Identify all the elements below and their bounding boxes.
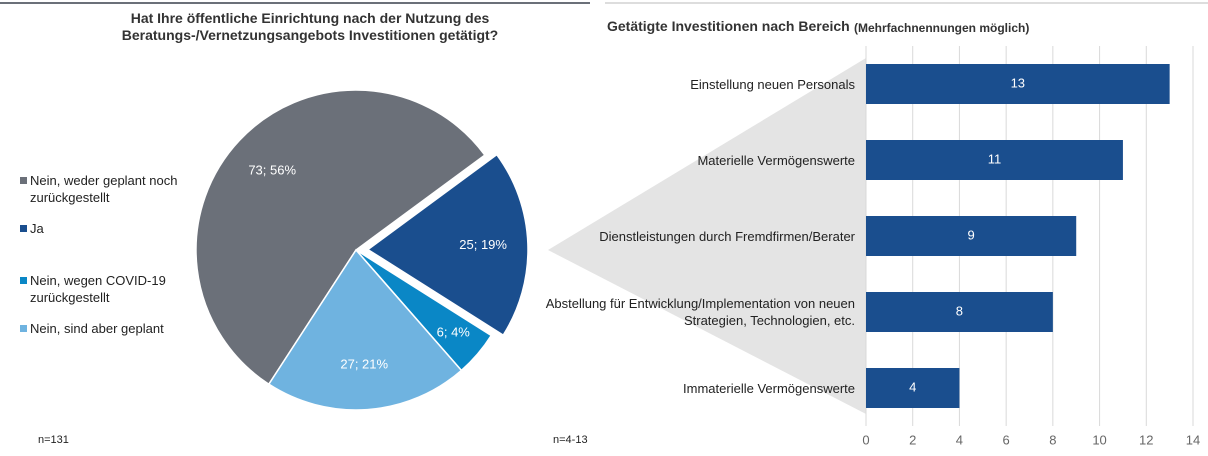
bar xyxy=(866,216,1077,256)
data-label: 8 xyxy=(956,303,963,318)
data-label: 6; 4% xyxy=(437,325,471,340)
category-label: Materielle Vermögenswerte xyxy=(697,152,855,168)
data-label: 4 xyxy=(909,379,916,394)
x-tick-label: 6 xyxy=(1003,432,1010,447)
legend-label: Ja xyxy=(30,221,44,236)
data-label: 11 xyxy=(988,151,1002,166)
data-label: 9 xyxy=(967,227,974,242)
pie-slice xyxy=(267,248,463,411)
bar xyxy=(866,64,1170,104)
annotation: n=131 xyxy=(38,434,69,446)
legend-label: Nein, weder geplant noch zurückgestellt xyxy=(30,173,178,205)
x-tick-label: 10 xyxy=(1092,432,1106,447)
legend-swatch xyxy=(20,277,27,284)
x-tick-label: 8 xyxy=(1049,432,1056,447)
x-tick-label: 4 xyxy=(956,432,963,447)
x-tick-label: 12 xyxy=(1139,432,1153,447)
category-label: Abstellung für Entwicklung/Implementatio… xyxy=(545,296,855,328)
pie-slice xyxy=(366,153,529,337)
bar xyxy=(866,292,1053,332)
category-label: Einstellung neuen Personals xyxy=(690,76,855,92)
data-label: 25; 19% xyxy=(459,237,507,252)
data-label: 27; 21% xyxy=(340,356,388,371)
legend-swatch xyxy=(20,325,27,332)
connector xyxy=(548,58,866,414)
chart-title: Hat Ihre öffentliche Einrichtung nach de… xyxy=(121,10,499,43)
data-label: 73; 56% xyxy=(248,162,296,177)
category-label: Immaterielle Vermögenswerte xyxy=(683,380,855,396)
legend-label: Nein, sind aber geplant xyxy=(30,321,164,336)
x-tick-label: 2 xyxy=(909,432,916,447)
chart-title: Getätigte Investitionen nach Bereich xyxy=(607,18,850,34)
bar xyxy=(866,368,960,408)
legend-label: Nein, wegen COVID-19 zurückgestellt xyxy=(30,273,166,305)
x-tick-label: 14 xyxy=(1186,432,1200,447)
bar xyxy=(866,140,1123,180)
legend-swatch xyxy=(20,225,27,232)
data-label: 13 xyxy=(1011,75,1025,90)
x-tick-label: 0 xyxy=(862,432,869,447)
annotation: n=4-13 xyxy=(553,434,588,446)
pie-slice xyxy=(195,89,486,386)
category-label: Dienstleistungen durch Fremdfirmen/Berat… xyxy=(599,228,855,244)
legend-swatch xyxy=(20,177,27,184)
chart-subtitle: (Mehrfachnennungen möglich) xyxy=(854,21,1030,35)
